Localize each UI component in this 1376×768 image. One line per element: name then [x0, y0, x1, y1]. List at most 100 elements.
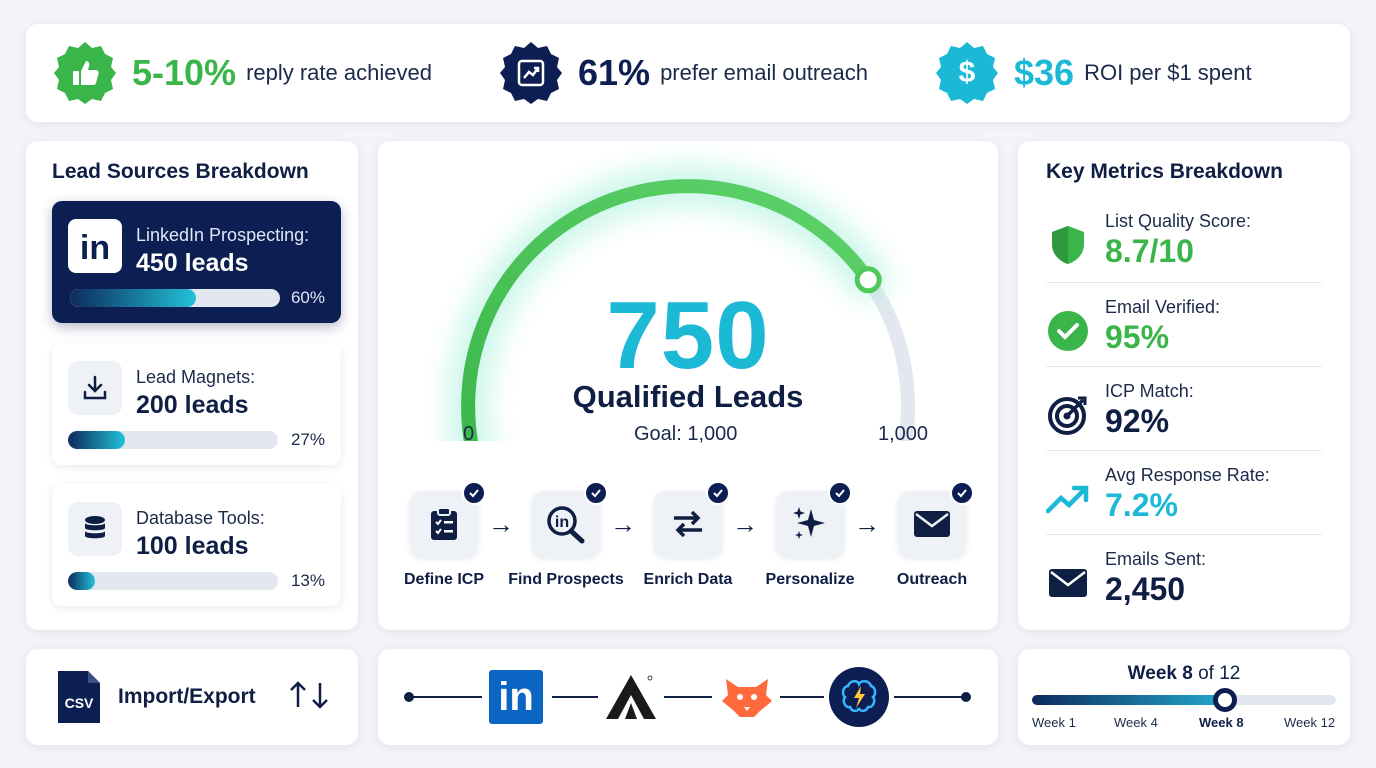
gauge-knob[interactable] — [854, 266, 882, 294]
metric-list-quality: List Quality Score: 8.7/10 — [1046, 205, 1322, 289]
arrow-right-icon: → — [610, 509, 636, 539]
metric-value: 2,450 — [1105, 571, 1186, 607]
import-export-card[interactable]: CSV Import/Export — [26, 649, 358, 745]
apollo-logo[interactable] — [604, 673, 658, 726]
stat-email-preference: 61% prefer email outreach — [498, 24, 868, 122]
metric-value: 8.7/10 — [1105, 233, 1194, 269]
trend-up-icon — [1046, 477, 1090, 521]
metric-icp-match: ICP Match: 92% — [1046, 375, 1322, 459]
clipboard-icon — [410, 481, 486, 557]
sparkles-icon — [776, 481, 852, 557]
step-personalize[interactable]: Personalize — [752, 481, 868, 589]
sort-arrows-icon[interactable] — [288, 679, 330, 716]
metric-emails-sent: Emails Sent: 2,450 — [1046, 543, 1322, 627]
lead-source-label: LinkedIn Prospecting: — [136, 225, 310, 245]
import-export-label: Import/Export — [118, 685, 256, 708]
metric-label: Emails Sent: — [1105, 549, 1207, 569]
lead-source-value: 100 leads — [136, 532, 249, 560]
week-label: Week 12 — [1284, 715, 1336, 730]
integrations-line — [404, 692, 971, 702]
ai-brain-logo[interactable] — [828, 666, 890, 733]
database-icon — [68, 502, 122, 556]
check-icon — [462, 481, 486, 505]
metric-value: 92% — [1105, 403, 1170, 439]
lead-source-bar — [70, 289, 280, 307]
key-metrics-card: Key Metrics Breakdown List Quality Score… — [1018, 141, 1350, 630]
metric-email-verified: Email Verified: 95% — [1046, 291, 1322, 375]
gauge-goal-label: Goal: 1,000 — [634, 423, 738, 445]
divider — [1046, 282, 1322, 283]
stat-roi: $ $36 ROI per $1 spent — [934, 24, 1252, 122]
check-icon — [706, 481, 730, 505]
workflow-steps: Define ICP → in Find Prospects → Enrich … — [400, 481, 980, 597]
svg-text:in: in — [555, 514, 569, 531]
fox-logo[interactable] — [720, 673, 774, 726]
qualified-leads-label: Qualified Leads — [572, 379, 804, 414]
card-title: Key Metrics Breakdown — [1046, 160, 1283, 183]
metric-label: Avg Response Rate: — [1105, 465, 1270, 485]
divider — [1046, 450, 1322, 451]
lead-source-label: Lead Magnets: — [136, 367, 256, 387]
linkedin-logo[interactable]: in — [489, 670, 543, 724]
step-find-prospects[interactable]: in Find Prospects — [508, 481, 624, 589]
lead-source-bar — [68, 431, 278, 449]
stat-text: ROI per $1 spent — [1084, 60, 1252, 85]
download-icon — [68, 361, 122, 415]
lead-source-value: 450 leads — [136, 249, 249, 277]
step-label: Outreach — [896, 571, 968, 588]
timeline-fill — [1032, 695, 1226, 705]
linkedin-icon: in — [68, 219, 122, 273]
step-label: Personalize — [765, 571, 855, 588]
stat-value: $36 — [1014, 52, 1075, 93]
stat-reply-rate: 5-10% reply rate achieved — [52, 24, 432, 122]
card-title: Lead Sources Breakdown — [52, 160, 309, 183]
metric-label: List Quality Score: — [1105, 211, 1252, 231]
lead-source-database[interactable]: Database Tools: 100 leads 13% — [52, 484, 341, 606]
total-weeks: of 12 — [1192, 663, 1241, 684]
stat-value: 61% — [578, 52, 651, 93]
week-label: Week 1 — [1032, 715, 1076, 730]
integrations-card: in — [378, 649, 998, 745]
lead-sources-card: Lead Sources Breakdown in LinkedIn Prosp… — [26, 141, 358, 630]
dollar-icon: $ — [934, 40, 1000, 106]
timeline-card: Week 8 of 12 Week 1 Week 4 Week 8 Week 1… — [1018, 649, 1350, 745]
timeline-thumb[interactable] — [1213, 688, 1238, 712]
thumbs-up-icon — [52, 40, 118, 106]
gauge-arc — [461, 179, 876, 441]
stats-bar: 5-10% reply rate achieved 61% prefer ema… — [26, 24, 1350, 122]
check-circle-icon — [1046, 309, 1090, 353]
check-icon — [828, 481, 852, 505]
step-outreach[interactable]: Outreach — [874, 481, 990, 589]
lead-source-magnets[interactable]: Lead Magnets: 200 leads 27% — [52, 343, 341, 465]
metric-label: ICP Match: — [1105, 381, 1194, 401]
shield-icon — [1046, 223, 1090, 267]
lead-source-percent: 27% — [290, 430, 325, 449]
gauge-min-label: 0 — [463, 423, 475, 445]
metric-value: 95% — [1105, 319, 1170, 355]
stat-text: prefer email outreach — [660, 60, 868, 85]
divider — [1046, 366, 1322, 367]
mail-icon — [1046, 561, 1090, 605]
step-label: Define ICP — [403, 571, 484, 588]
step-label: Find Prospects — [508, 571, 624, 588]
current-week: Week 8 — [1127, 663, 1193, 684]
step-define-icp[interactable]: Define ICP — [386, 481, 502, 589]
week-label-current: Week 8 — [1199, 715, 1244, 730]
gauge-max-label: 1,000 — [878, 423, 929, 445]
linkedin-search-icon: in — [532, 481, 608, 557]
step-enrich-data[interactable]: Enrich Data — [630, 481, 746, 589]
divider — [1046, 534, 1322, 535]
bar-fill — [70, 289, 196, 307]
metric-value: 7.2% — [1105, 487, 1178, 523]
timeline-track — [1032, 688, 1336, 712]
csv-label: CSV — [64, 695, 94, 711]
gauge — [448, 166, 915, 441]
lead-source-percent: 60% — [290, 288, 325, 307]
metric-response-rate: Avg Response Rate: 7.2% — [1046, 459, 1322, 543]
stat-value: 5-10% — [132, 52, 237, 93]
week-label: Week 4 — [1114, 715, 1158, 730]
check-icon — [950, 481, 974, 505]
check-icon — [584, 481, 608, 505]
lead-source-linkedin[interactable]: in LinkedIn Prospecting: 450 leads 60% — [52, 201, 341, 323]
qualified-leads-card: 750 Qualified Leads 0 Goal: 1,000 1,000 … — [378, 141, 998, 630]
